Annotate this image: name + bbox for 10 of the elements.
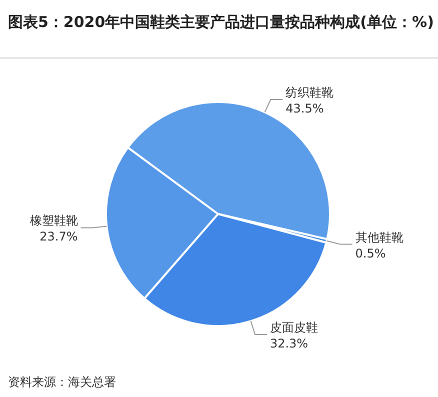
slice-label: 皮面皮鞋 xyxy=(270,320,318,334)
slice-label: 纺织鞋靴 xyxy=(286,86,334,100)
slice-label: 橡塑鞋靴 xyxy=(30,214,78,228)
chart-title: 图表5：2020年中国鞋类主要产品进口量按品种构成(单位：%) xyxy=(8,13,434,31)
slice-label: 其他鞋靴 xyxy=(355,230,404,244)
data-label: 0.5% xyxy=(355,246,386,260)
data-label: 43.5% xyxy=(286,102,324,116)
data-label: 32.3% xyxy=(270,336,308,350)
data-label: 23.7% xyxy=(40,230,78,244)
text: 资料来源：海关总署 xyxy=(8,375,116,389)
